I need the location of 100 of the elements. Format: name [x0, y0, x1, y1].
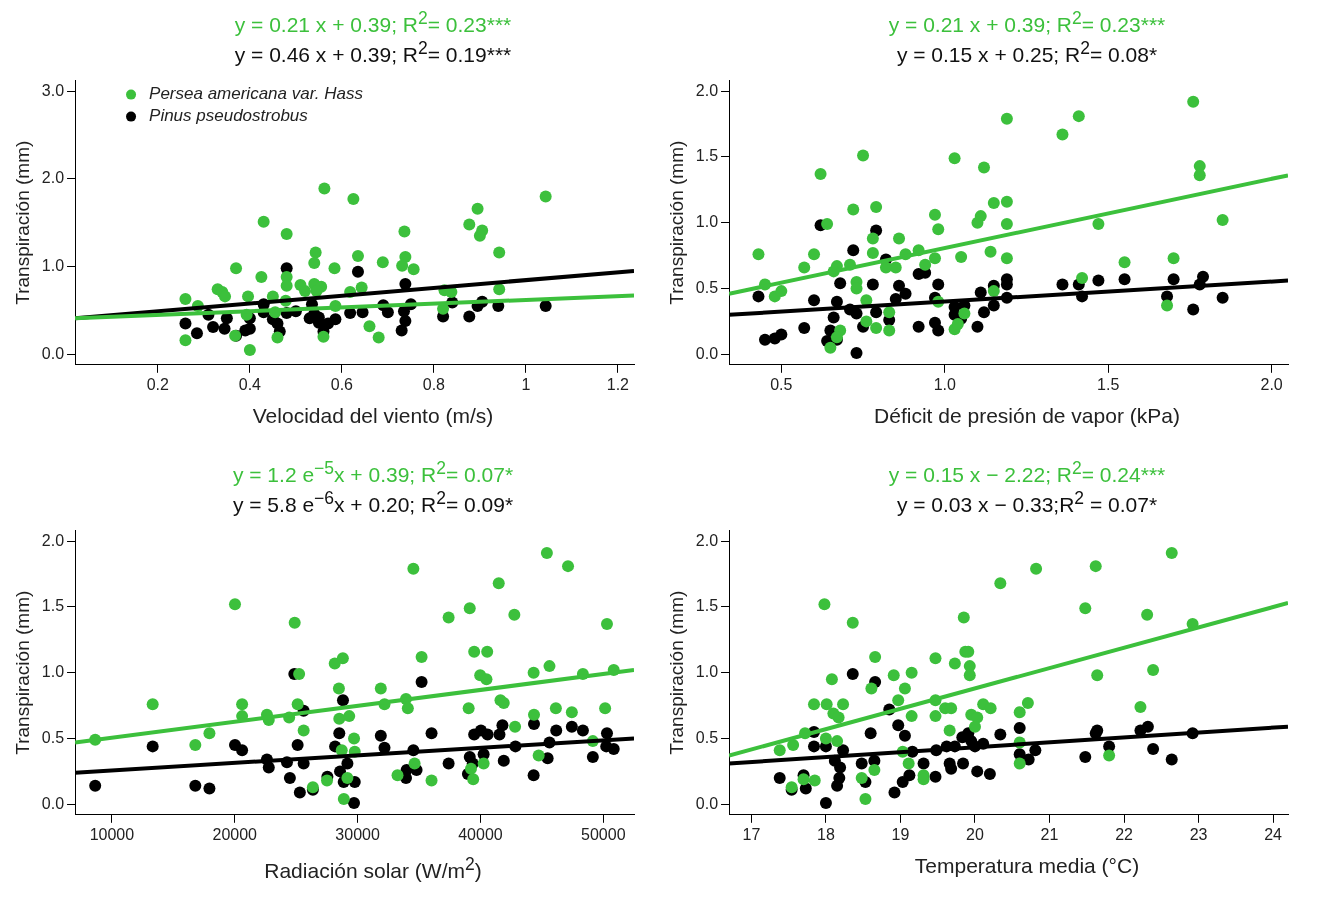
point	[831, 779, 844, 792]
x-tick-label: 0.2	[146, 375, 170, 393]
point	[271, 331, 284, 344]
point	[987, 299, 1000, 312]
point	[415, 675, 428, 688]
point	[1216, 291, 1229, 304]
y-tick-label: 0.0	[41, 794, 65, 812]
point	[347, 193, 360, 206]
y-tick-label: 1.5	[41, 597, 65, 615]
point	[372, 331, 385, 344]
point	[497, 754, 510, 767]
point	[308, 257, 321, 270]
point	[846, 668, 859, 681]
x-tick-label: 30000	[335, 825, 380, 843]
y-tick-label: 0.0	[695, 344, 719, 362]
point	[481, 728, 494, 741]
point	[463, 218, 476, 231]
point	[1197, 270, 1210, 283]
chart-subtitle: y = 0.15 x + 0.25; R$^{2}$= 0.08*	[895, 38, 1159, 68]
point	[381, 306, 394, 319]
legend-label: Pinus pseudostrobus	[149, 106, 309, 126]
point	[363, 320, 376, 333]
point	[932, 324, 945, 337]
point	[550, 724, 563, 737]
point	[850, 346, 863, 359]
point	[1165, 753, 1178, 766]
y-tick-label: 1.5	[695, 147, 719, 165]
point	[855, 757, 868, 770]
y-tick-label: 2.0	[695, 81, 719, 99]
y-axis-title: Transpiración (mm)	[11, 590, 33, 755]
point	[1141, 720, 1154, 733]
point	[864, 727, 877, 740]
point	[896, 775, 909, 788]
point	[348, 796, 361, 809]
x-axis-title: Velocidad del viento (m/s)	[251, 404, 495, 428]
point	[89, 779, 102, 792]
point	[179, 317, 192, 330]
chart-subtitle: y = 0.46 x + 0.39; R$^{2}$= 0.19***	[233, 38, 513, 68]
point	[773, 771, 786, 784]
point	[974, 286, 987, 299]
point	[496, 719, 509, 732]
point	[586, 750, 599, 763]
x-tick-label: 1.0	[933, 375, 956, 393]
point	[808, 294, 821, 307]
x-tick-label: 1.2	[606, 375, 630, 393]
x-tick-label: 40000	[458, 825, 503, 843]
point	[539, 300, 552, 313]
y-tick-label: 0.5	[695, 728, 719, 746]
point	[341, 757, 354, 770]
x-tick-label: 2.0	[1260, 375, 1283, 393]
point	[1187, 303, 1200, 316]
point	[179, 293, 192, 306]
point	[255, 271, 268, 284]
point	[207, 321, 220, 334]
y-axis-title: Transpiración (mm)	[665, 590, 687, 755]
point	[539, 190, 552, 203]
y-tick-label: 1.0	[41, 256, 65, 274]
point	[262, 761, 275, 774]
point	[1056, 278, 1069, 291]
point	[293, 786, 306, 799]
point	[527, 769, 540, 782]
point	[1092, 274, 1105, 287]
y-tick-label: 0.5	[695, 278, 719, 296]
y-axis-title: Transpiración (mm)	[11, 140, 33, 305]
x-tick-label: 0.4	[238, 375, 262, 393]
y-axis-title: Transpiración (mm)	[665, 140, 687, 305]
point	[1118, 273, 1131, 286]
point	[463, 310, 476, 323]
x-tick-label: 0.6	[330, 375, 354, 393]
point	[398, 225, 411, 238]
point	[917, 757, 930, 770]
x-axis-title: Temperatura media (°C)	[913, 854, 1141, 878]
point	[283, 771, 296, 784]
point	[870, 306, 883, 319]
x-tick-label: 1.5	[1097, 375, 1120, 393]
point	[850, 307, 863, 320]
point	[374, 729, 387, 742]
x-tick-label: 50000	[581, 825, 626, 843]
y-tick-label: 1.0	[695, 663, 719, 681]
y-tick-label: 1.0	[695, 213, 719, 231]
point	[808, 740, 820, 753]
x-tick-label: 18	[817, 825, 835, 843]
point	[893, 279, 906, 292]
point	[407, 263, 420, 276]
point	[866, 278, 879, 291]
point	[847, 244, 860, 257]
point	[1079, 750, 1092, 763]
x-tick-label: 21	[1040, 825, 1059, 843]
point	[396, 259, 409, 272]
point	[888, 786, 901, 799]
point	[317, 330, 330, 343]
x-tick-label: 19	[891, 825, 910, 843]
point	[291, 739, 304, 752]
point	[351, 250, 364, 263]
point	[971, 765, 984, 778]
x-tick-label: 23	[1189, 825, 1208, 843]
point	[318, 182, 331, 195]
point	[565, 720, 578, 733]
point	[1167, 273, 1180, 286]
x-tick-label: 1	[521, 375, 531, 393]
